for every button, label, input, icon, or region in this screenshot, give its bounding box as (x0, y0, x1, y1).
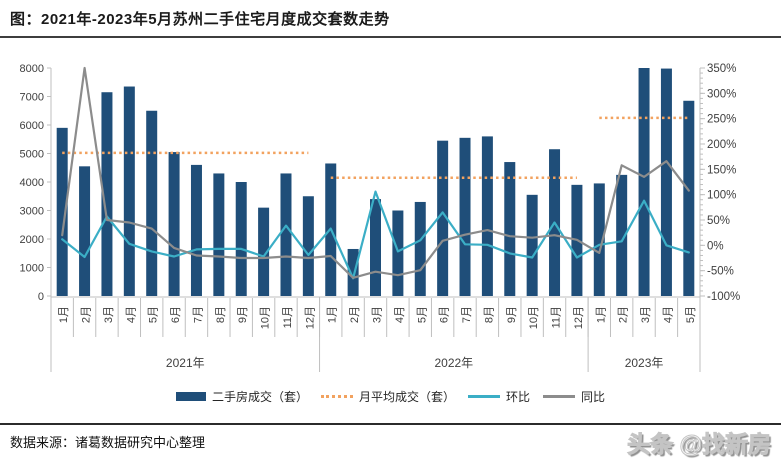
bar-3月 (101, 92, 113, 296)
bar-5月 (683, 100, 695, 297)
mom-line-swatch-icon (468, 395, 500, 398)
month-label: 7月 (192, 306, 204, 323)
month-label: 11月 (551, 306, 563, 328)
left-axis-tick-label: 4000 (20, 177, 44, 189)
month-label: 12月 (304, 306, 316, 329)
bar-1月 (56, 127, 68, 296)
right-axis-tick-label: -50% (707, 266, 734, 278)
combo-chart: 8000 7000 6000 5000 4000 3000 2000 1000 0 350% 300… (20, 63, 740, 372)
month-label: 5月 (148, 306, 160, 323)
month-label: 7月 (461, 306, 473, 323)
bar-12月 (302, 196, 314, 296)
right-axis-tick-label: 150% (707, 164, 736, 176)
month-label: 10月 (260, 306, 272, 329)
bar-2月 (79, 166, 91, 296)
month-label: 2月 (349, 306, 361, 323)
bar-9月 (235, 182, 247, 296)
legend-label-avg: 月平均成交（套） (358, 390, 455, 404)
month-label: 3月 (372, 306, 384, 323)
bar-4月 (660, 68, 672, 296)
month-label: 8月 (215, 306, 227, 323)
dotted-line-swatch-icon (320, 395, 353, 398)
right-axis-tick-label: 350% (707, 63, 736, 75)
bar-7月 (459, 137, 471, 296)
month-label: 4月 (662, 306, 674, 323)
month-label: 4月 (394, 306, 406, 323)
bar-8月 (481, 136, 493, 296)
month-label: 12月 (573, 306, 585, 329)
yoy-line-swatch-icon (543, 395, 576, 398)
bar-10月 (258, 207, 270, 296)
month-label: 1月 (327, 306, 339, 323)
left-axis-tick-label: 6000 (20, 120, 44, 132)
right-axis-tick-label: 300% (707, 88, 736, 100)
year-label: 2021年 (166, 356, 205, 370)
month-label: 3月 (640, 306, 652, 323)
left-axis-tick-label: 8000 (20, 63, 44, 75)
month-label: 3月 (103, 306, 115, 323)
month-label: 1月 (595, 306, 607, 323)
title-underline (0, 36, 781, 38)
legend-item-bars: 二手房成交（套） (175, 388, 308, 405)
bar-6月 (168, 152, 180, 296)
legend-item-yoy: 同比 (543, 388, 605, 405)
left-axis-tick-label: 5000 (20, 149, 44, 161)
bar-4月 (392, 210, 404, 296)
month-label: 4月 (125, 306, 137, 323)
month-label: 11月 (282, 306, 294, 328)
data-source-text: 数据来源：诸葛数据研究中心整理 (10, 435, 206, 450)
legend-label-mom: 环比 (506, 390, 531, 404)
bar-3月 (638, 68, 650, 296)
bar-8月 (213, 173, 225, 296)
month-label: 1月 (58, 306, 70, 323)
legend-item-mom: 环比 (468, 388, 530, 405)
mom-line (61, 190, 690, 280)
legend: 二手房成交（套） 月平均成交（套） 环比 同比 (0, 388, 781, 405)
bar-3月 (370, 199, 381, 296)
bar-5月 (146, 110, 158, 296)
right-axis-tick-label: 0% (707, 240, 724, 252)
right-axis-tick-label: -100% (707, 291, 740, 303)
legend-label-bars: 二手房成交（套） (211, 390, 308, 404)
year-label: 2022年 (434, 356, 473, 370)
bar-7月 (190, 164, 202, 296)
bar-2月 (616, 174, 628, 296)
bar-2月 (347, 248, 359, 296)
left-axis-tick-label: 0 (38, 291, 44, 303)
month-label: 2月 (618, 306, 630, 323)
month-label: 6月 (439, 306, 451, 323)
bar-9月 (504, 162, 516, 296)
right-axis-tick-label: 250% (707, 114, 736, 126)
bar-1月 (593, 183, 605, 296)
left-axis-tick-label: 2000 (20, 234, 44, 246)
month-label: 5月 (416, 306, 428, 323)
bar-4月 (123, 86, 135, 297)
bar-11月 (280, 173, 292, 296)
left-axis-tick-label: 7000 (20, 92, 44, 104)
bar-5月 (414, 201, 426, 296)
month-label: 9月 (237, 306, 249, 323)
yoy-line (61, 66, 690, 279)
right-axis-tick-label: 50% (707, 215, 730, 227)
watermark-text: 头条 @找新房 (627, 431, 772, 458)
bar-10月 (526, 194, 538, 296)
right-axis-tick-label: 100% (707, 190, 736, 202)
month-label: 6月 (170, 306, 182, 323)
footer-divider (0, 423, 781, 425)
month-label: 8月 (483, 306, 495, 323)
year-label: 2023年 (625, 356, 664, 370)
left-axis-tick-label: 1000 (20, 263, 44, 275)
left-axis-tick-label: 3000 (20, 206, 44, 218)
legend-label-yoy: 同比 (581, 390, 606, 404)
legend-item-avg: 月平均成交（套） (320, 388, 455, 405)
month-label: 9月 (506, 306, 518, 323)
chart-title: 图：2021年-2023年5月苏州二手住宅月度成交套数走势 (10, 11, 390, 28)
right-axis-tick-label: 200% (707, 139, 736, 151)
bar-6月 (437, 140, 449, 296)
month-label: 2月 (81, 306, 93, 323)
month-label: 10月 (528, 306, 540, 329)
month-label: 5月 (685, 306, 697, 323)
bar-swatch-icon (175, 392, 206, 401)
